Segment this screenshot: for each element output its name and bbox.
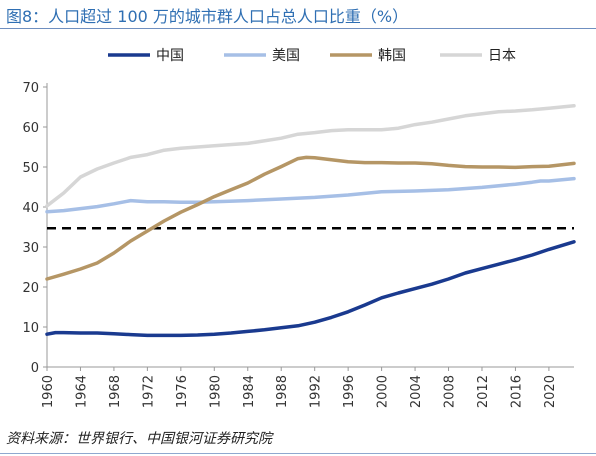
line-chart: 中国 美国 韩国 日本 0 10 20 30 40 50 60 70 1960 1964 1968 1972… xyxy=(22,48,576,408)
x-tick-label: 2004 xyxy=(409,375,424,408)
y-tick-label: 30 xyxy=(22,241,39,256)
x-tick-label: 1964 xyxy=(74,375,89,408)
source-note: 资料来源：世界银行、中国银河证券研究院 xyxy=(6,431,272,447)
series-line-1 xyxy=(45,240,576,338)
x-tick-label: 2016 xyxy=(509,375,524,408)
bottom-divider xyxy=(0,453,596,454)
legend-label: 韩国 xyxy=(378,48,406,64)
x-tick-label: 1988 xyxy=(275,375,290,408)
x-tick-label: 1960 xyxy=(41,375,56,408)
x-tick-label: 1992 xyxy=(309,375,324,408)
series-line-2 xyxy=(45,176,576,214)
y-tick-label: 20 xyxy=(22,281,39,296)
y-tick-label: 50 xyxy=(22,161,39,176)
x-tick-label: 1980 xyxy=(208,375,223,408)
y-tick-label: 40 xyxy=(22,201,39,216)
y-tick-label: 0 xyxy=(31,361,39,376)
x-tick-label: 2000 xyxy=(376,375,391,408)
y-tick-label: 60 xyxy=(22,121,39,136)
title-divider xyxy=(0,28,596,29)
legend-label: 中国 xyxy=(156,48,184,64)
legend-label: 美国 xyxy=(272,48,300,64)
x-tick-label: 2012 xyxy=(476,375,491,408)
x-tick-label: 1968 xyxy=(108,375,123,408)
y-tick-label: 70 xyxy=(22,81,39,96)
series-line-3 xyxy=(45,155,576,281)
x-tick-label: 1976 xyxy=(175,375,190,408)
axes: 0 10 20 30 40 50 60 70 1960 1964 1968 1972 1976 1980 1… xyxy=(22,81,574,408)
chart-title: 图8：人口超过 100 万的城市群人口占总人口比重（%） xyxy=(6,7,409,26)
legend-label: 日本 xyxy=(488,48,516,64)
series-line-4 xyxy=(45,104,576,208)
x-tick-label: 2008 xyxy=(443,375,458,408)
x-tick-label: 1984 xyxy=(242,375,257,408)
x-tick-label: 2020 xyxy=(543,375,558,408)
series-lines xyxy=(45,104,576,338)
x-tick-label: 1996 xyxy=(342,375,357,408)
y-tick-label: 10 xyxy=(22,321,39,336)
legend: 中国 美国 韩国 日本 xyxy=(108,48,516,64)
x-tick-label: 1972 xyxy=(141,375,156,408)
